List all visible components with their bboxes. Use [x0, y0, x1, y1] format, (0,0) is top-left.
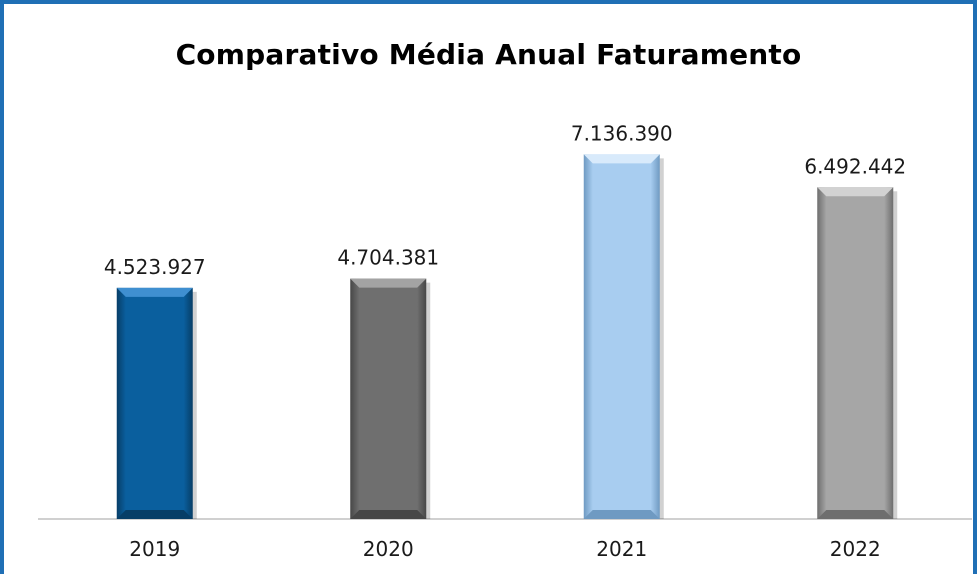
bar-body [817, 187, 894, 520]
bar-2021 [583, 154, 664, 519]
data-label-2019: 4.523.927 [104, 255, 206, 279]
x-tick-label-2022: 2022 [830, 537, 881, 561]
x-tick-label-2019: 2019 [129, 537, 180, 561]
bar-top-bevel [817, 187, 894, 197]
bar-body [116, 287, 193, 519]
bars-group [116, 154, 898, 520]
labels-group: 4.523.927 2019 4.704.381 2020 7.136.390 2021 6… [104, 121, 906, 561]
bar-top-bevel [350, 278, 427, 288]
chart-title: Comparativo Média Anual Faturamento [175, 38, 802, 71]
bar-2022 [817, 187, 898, 520]
data-label-2021: 7.136.390 [571, 121, 673, 145]
bar-2019 [116, 287, 197, 519]
bar-body [350, 278, 427, 519]
bar-top-bevel [116, 287, 193, 297]
bar-2020 [350, 278, 431, 519]
bar-top-bevel [583, 154, 660, 164]
bar-bottom-bevel [350, 510, 427, 519]
x-tick-label-2021: 2021 [596, 537, 647, 561]
bar-bottom-bevel [116, 510, 193, 519]
data-label-2020: 4.704.381 [337, 246, 439, 270]
bar-body [583, 154, 660, 519]
bar-bottom-bevel [583, 510, 660, 519]
data-label-2022: 6.492.442 [804, 154, 906, 178]
bar-bottom-bevel [817, 510, 894, 519]
x-tick-label-2020: 2020 [363, 537, 414, 561]
